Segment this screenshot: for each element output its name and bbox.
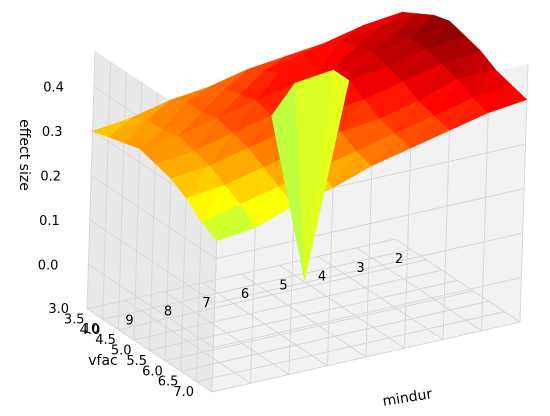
grid-line-y (180, 300, 489, 372)
y-tick-label: 5.0 (111, 344, 132, 359)
y-tick-label: 3.5 (64, 312, 85, 327)
x-tick-label: 10 (83, 322, 100, 337)
y-tick-label: 6.0 (142, 364, 163, 379)
surface-facet (169, 86, 209, 102)
grid-line-y (211, 321, 521, 393)
y-axis-label: vfac (88, 353, 118, 369)
z-axis-label: effect size (16, 119, 32, 191)
x-tick-label: 8 (164, 305, 172, 320)
x-tick-label: 5 (279, 278, 287, 293)
grid-lines (86, 50, 529, 393)
surface-facet (208, 69, 248, 89)
z-tick-label: 0.1 (39, 214, 60, 229)
surface-facet (130, 99, 171, 120)
grid-line-y (86, 50, 96, 310)
grid-line-y (196, 311, 505, 383)
z-tick-label: 0.0 (38, 259, 59, 274)
tick-labels: 10 9 8 7 6 5 4 3 2 3.03.54.04.55.05.56.06.57.0 0.0… (38, 81, 403, 400)
z-tick-label: 0.2 (40, 170, 61, 185)
grid-line-y (165, 290, 474, 362)
grid-line-z (214, 232, 523, 304)
grid-line-y (117, 71, 127, 330)
grid-line-z (89, 219, 216, 304)
surface (92, 11, 528, 281)
y-tick-label: 4.5 (95, 333, 116, 348)
x-axis-label: mindur (381, 386, 433, 410)
y-tick-label: 3.0 (48, 302, 69, 317)
x-tick-label: 6 (241, 287, 249, 302)
z-tick-label: 0.3 (42, 125, 63, 140)
grid-line-z (88, 264, 214, 348)
grid-line-z (90, 175, 217, 259)
y-tick-label: 5.5 (126, 354, 147, 369)
grid-line-x (519, 63, 529, 323)
grid-line-y (102, 61, 112, 320)
y-tick-label: 6.5 (158, 375, 179, 390)
grid-line-z (216, 188, 525, 259)
x-tick-label: 2 (395, 252, 403, 267)
grid-line-z (213, 277, 522, 348)
surface-facet (324, 25, 364, 44)
x-tick-label: 9 (125, 313, 133, 328)
x-tick-label: 4 (318, 270, 326, 285)
surface-facet (363, 11, 403, 27)
x-tick-label: 7 (202, 296, 210, 311)
grid-line-x (481, 72, 490, 331)
y-tick-label: 4.0 (80, 323, 101, 338)
surface-facet (247, 56, 287, 72)
z-tick-label: 0.4 (43, 81, 64, 96)
x-tick-label: 3 (356, 261, 364, 276)
surface-facet (92, 117, 132, 138)
y-tick-label: 7.0 (173, 385, 194, 400)
surface-facet (285, 42, 325, 57)
